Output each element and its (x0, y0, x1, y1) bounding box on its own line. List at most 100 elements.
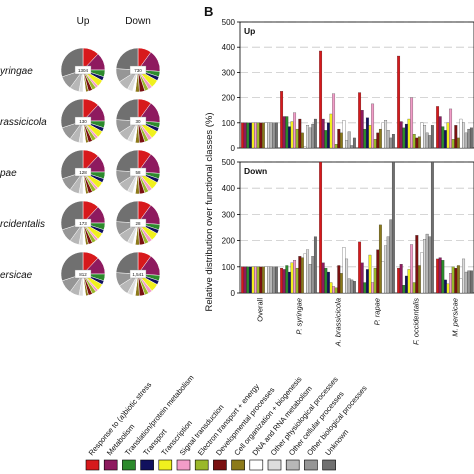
bar (311, 256, 315, 294)
bar (464, 271, 468, 294)
pie-count-box (129, 269, 147, 279)
pie-up: 1304 (60, 47, 106, 93)
bar (371, 282, 375, 294)
bar (467, 270, 471, 294)
bar (306, 249, 310, 294)
bar (248, 122, 252, 149)
pie-count-label: 1304 (78, 68, 89, 73)
bar (449, 108, 453, 149)
pie-row-label: yringae (0, 66, 33, 77)
bar (321, 118, 325, 149)
pie-count-label: 730 (134, 68, 142, 73)
bar (324, 267, 328, 294)
bar (264, 266, 268, 294)
bar (300, 257, 304, 294)
panel-title: Down (244, 166, 267, 176)
pie-count-box (74, 218, 92, 228)
bar (412, 282, 416, 294)
bar (256, 266, 260, 294)
pie-count-box (129, 167, 147, 177)
bar (241, 266, 245, 294)
pie-count-label: 58 (135, 170, 141, 175)
col-header-up: Up (77, 16, 90, 27)
bar (467, 128, 471, 149)
bar (358, 241, 362, 294)
bar (251, 266, 255, 294)
pie-count-box (129, 116, 147, 126)
bar (360, 262, 364, 294)
bar (337, 265, 341, 294)
bar (391, 134, 395, 149)
legend-swatch (194, 459, 209, 471)
bar (337, 128, 341, 149)
bar (259, 122, 263, 149)
bar (303, 253, 307, 294)
bar (363, 128, 367, 149)
bar (339, 273, 343, 294)
bar (415, 137, 419, 149)
pie-row-label: ersicae (0, 270, 33, 281)
bar (443, 130, 447, 149)
bar (446, 122, 450, 149)
bar (449, 273, 453, 294)
bar (319, 161, 323, 294)
bar (415, 235, 419, 294)
bar (293, 260, 297, 294)
pie-count-label: 128 (79, 170, 87, 175)
pie-up: 130 (60, 98, 106, 144)
bar (269, 122, 273, 149)
pie-panel: Up Down yringae 1304 730 rassicicola 130 30 pa… (0, 16, 161, 297)
y-tick-label: 300 (222, 210, 236, 219)
panel-title: Up (244, 26, 255, 36)
bar (371, 103, 375, 149)
bar (254, 122, 258, 149)
bar (267, 122, 271, 149)
pie-count-label: 173 (79, 221, 87, 226)
bar (425, 132, 429, 149)
legend-swatch (267, 459, 282, 471)
bar (378, 128, 382, 149)
bar (441, 260, 445, 294)
bar (417, 136, 421, 149)
bar (339, 132, 343, 149)
y-tick-label: 500 (222, 158, 236, 167)
bar (345, 140, 349, 149)
pie-row-label: rassicicola (0, 117, 47, 128)
bar (363, 282, 367, 294)
legend: Response to (a)biotic stressMetabolismTr… (85, 373, 369, 471)
bar (298, 256, 302, 294)
legend-swatch (304, 459, 318, 471)
bar (386, 236, 390, 294)
bar (464, 132, 468, 149)
bar (360, 110, 364, 149)
bar (456, 265, 460, 294)
pie-count-box (74, 116, 92, 126)
pie-count-box (74, 269, 92, 279)
bar (248, 266, 252, 294)
y-tick-label: 0 (231, 144, 236, 153)
bar (329, 282, 333, 294)
x-tick-label: A. brassicicola (334, 298, 343, 347)
pie-down: 58 (115, 149, 161, 195)
pie-count-box (129, 218, 147, 228)
bar (352, 281, 356, 294)
bar (326, 122, 330, 149)
bar (256, 122, 260, 149)
legend-swatch (249, 459, 264, 471)
bar (373, 267, 377, 294)
bar (259, 266, 263, 294)
bar (391, 161, 395, 294)
y-tick-label: 200 (222, 94, 236, 103)
bar (285, 265, 289, 294)
bar (451, 266, 455, 294)
bar (264, 122, 268, 149)
bar (311, 123, 315, 149)
bar (378, 224, 382, 294)
bar (402, 127, 406, 149)
bar (352, 137, 356, 149)
bar (399, 121, 403, 149)
bar (404, 123, 408, 149)
bar (303, 146, 307, 149)
bar (329, 113, 333, 149)
